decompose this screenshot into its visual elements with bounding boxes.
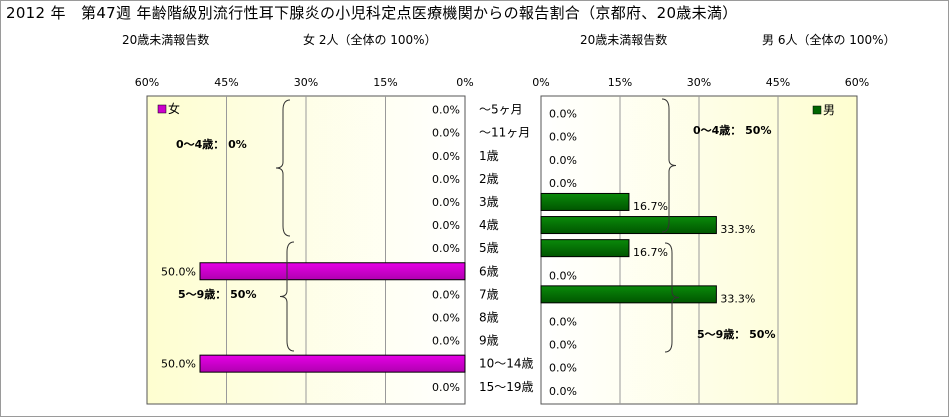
female-value-label: 0.0% (432, 173, 460, 186)
male-value-label: 0.0% (549, 315, 577, 328)
female-value-label: 0.0% (432, 196, 460, 209)
age-category-label: ～5ヶ月 (479, 103, 523, 117)
male-x-tick-label: 45% (766, 76, 790, 89)
female-value-label: 50.0% (161, 358, 196, 371)
male-annotation-5-9: 5～9歳： 50% (697, 327, 775, 341)
age-category-label: 6歳 (479, 264, 499, 278)
female-value-label: 0.0% (432, 104, 460, 117)
female-x-tick-label: 45% (214, 76, 238, 89)
male-legend-swatch (812, 105, 822, 115)
female-value-label: 50.0% (161, 265, 196, 278)
male-total-count: 男 6人（全体の 100%） (762, 33, 896, 47)
male-value-label: 16.7% (633, 200, 668, 213)
male-value-label: 16.7% (633, 246, 668, 259)
male-value-label: 0.0% (549, 269, 577, 282)
female-bar (199, 354, 466, 373)
female-total-count: 女 2人（全体の 100%） (303, 33, 437, 47)
female-value-label: 0.0% (432, 150, 460, 163)
female-x-tick-label: 15% (373, 76, 397, 89)
female-legend-label: 女 (168, 101, 180, 116)
male-bar (540, 216, 717, 235)
male-value-label: 0.0% (549, 154, 577, 167)
female-brace-0-4 (275, 99, 291, 237)
age-category-label: 1歳 (479, 149, 499, 163)
male-value-label: 0.0% (549, 362, 577, 375)
male-value-label: 0.0% (549, 385, 577, 398)
male-value-label: 0.0% (549, 131, 577, 144)
female-value-label: 0.0% (432, 219, 460, 232)
age-category-label: 4歳 (479, 218, 499, 232)
age-category-label: 8歳 (479, 310, 499, 324)
female-value-label: 0.0% (432, 335, 460, 348)
female-bar (199, 262, 466, 281)
female-value-label: 0.0% (432, 381, 460, 394)
age-category-label: 5歳 (479, 241, 499, 255)
age-category-label: 10～14歳 (479, 357, 534, 371)
female-x-tick-label: 30% (294, 76, 318, 89)
female-value-label: 0.0% (432, 288, 460, 301)
male-value-label: 0.0% (549, 177, 577, 190)
female-x-tick-label: 0% (456, 76, 473, 89)
male-x-tick-label: 15% (608, 76, 632, 89)
female-annotation-0-4: 0～4歳： 0% (176, 137, 247, 151)
chart-title: 2012 年 第47週 年齢階級別流行性耳下腺炎の小児科定点医療機関からの報告割… (6, 4, 738, 22)
age-category-label: 2歳 (479, 172, 499, 186)
female-total-label: 20歳未満報告数 (122, 33, 210, 47)
male-bar (540, 285, 717, 304)
male-bar (540, 239, 630, 258)
male-value-label: 0.0% (549, 339, 577, 352)
male-brace-5-9 (664, 242, 680, 353)
male-brace-0-4 (661, 98, 677, 233)
male-x-tick-label: 0% (532, 76, 549, 89)
female-annotation-5-9: 5～9歳： 50% (178, 287, 256, 301)
female-value-label: 0.0% (432, 127, 460, 140)
male-annotation-0-4: 0～4歳： 50% (693, 123, 771, 137)
age-category-label: 3歳 (479, 195, 499, 209)
female-value-label: 0.0% (432, 242, 460, 255)
male-legend-label: 男 (823, 103, 835, 117)
male-x-tick-label: 30% (687, 76, 711, 89)
male-value-label: 33.3% (720, 292, 755, 305)
age-category-label: 7歳 (479, 287, 499, 301)
male-x-tick-label: 60% (845, 76, 869, 89)
male-total-label: 20歳未満報告数 (580, 33, 668, 47)
age-category-label: 15～19歳 (479, 380, 534, 394)
female-brace-5-9 (279, 241, 295, 352)
female-legend-swatch (157, 104, 167, 114)
male-value-label: 0.0% (549, 108, 577, 121)
male-value-label: 33.3% (720, 223, 755, 236)
female-value-label: 0.0% (432, 311, 460, 324)
female-x-tick-label: 60% (135, 76, 159, 89)
male-bar (540, 192, 630, 211)
age-category-label: 9歳 (479, 334, 499, 348)
age-category-label: ～11ヶ月 (479, 126, 530, 140)
